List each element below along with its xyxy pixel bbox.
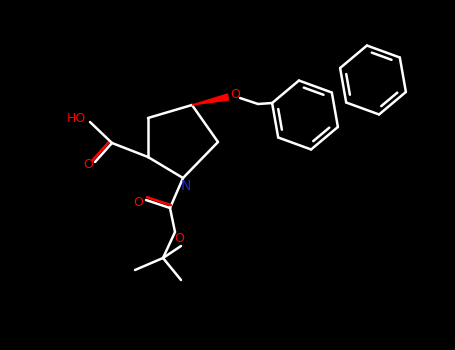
Text: O: O — [230, 88, 240, 100]
Text: O: O — [174, 231, 184, 245]
Text: O: O — [83, 158, 93, 170]
Text: N: N — [181, 179, 191, 193]
Text: HO: HO — [66, 112, 86, 125]
Text: O: O — [133, 196, 143, 209]
Polygon shape — [192, 94, 229, 105]
